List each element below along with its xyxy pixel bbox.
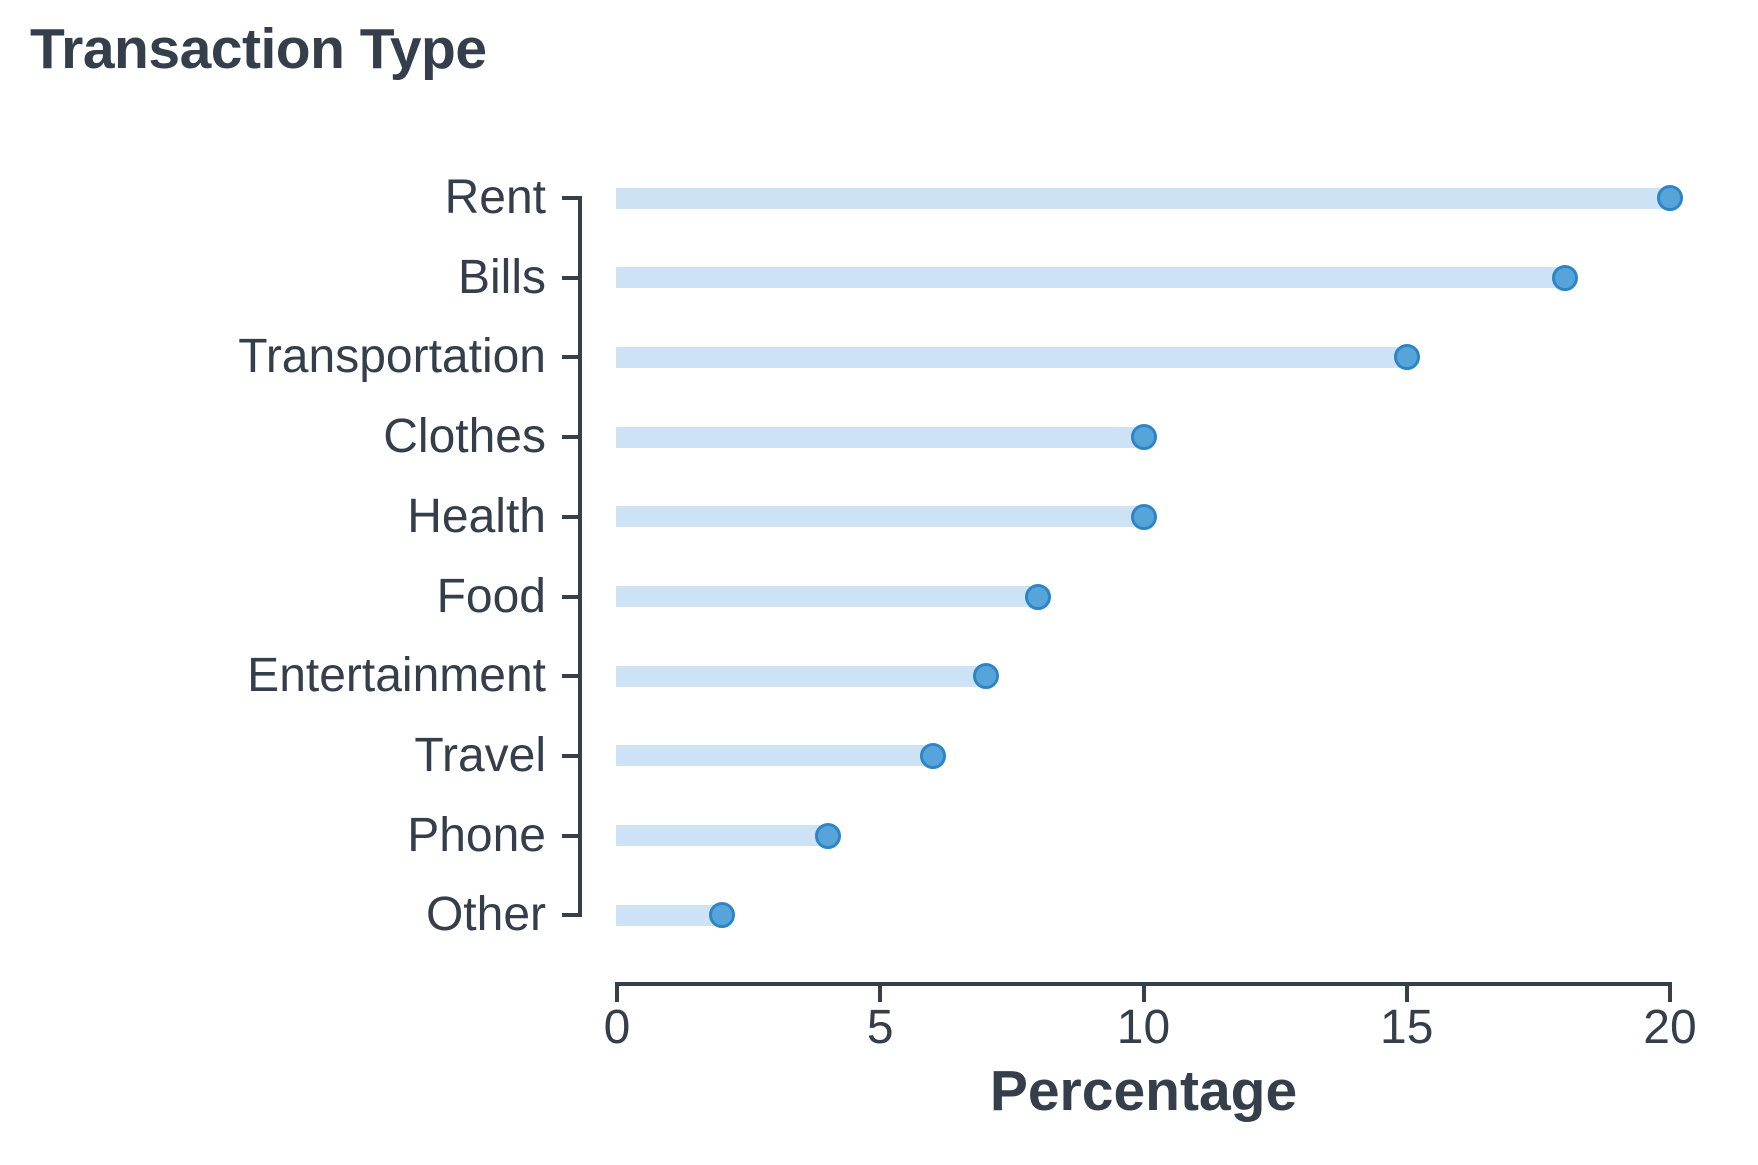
lollipop-dot bbox=[919, 742, 946, 769]
y-tick bbox=[562, 196, 578, 200]
category-label: Clothes bbox=[383, 410, 546, 464]
x-tick bbox=[1404, 986, 1409, 1002]
y-tick bbox=[562, 514, 578, 519]
lollipop-dot bbox=[1025, 583, 1052, 610]
bar bbox=[616, 506, 1144, 528]
lollipop-dot bbox=[1130, 503, 1157, 530]
bar bbox=[616, 346, 1407, 368]
category-label: Food bbox=[436, 569, 546, 623]
bar bbox=[616, 825, 828, 847]
lollipop-dot bbox=[1130, 424, 1157, 451]
x-tick-label: 15 bbox=[1380, 1001, 1434, 1054]
lollipop-dot bbox=[1551, 264, 1578, 291]
bar bbox=[616, 665, 986, 687]
y-tick bbox=[562, 435, 578, 440]
x-tick-label: 10 bbox=[1116, 1001, 1171, 1054]
x-tick bbox=[615, 986, 619, 1002]
bar bbox=[616, 187, 1670, 209]
category-label: Rent bbox=[444, 171, 546, 224]
x-tick bbox=[1141, 986, 1146, 1002]
category-label: Health bbox=[407, 489, 546, 543]
category-label: Bills bbox=[457, 250, 546, 304]
y-axis-line bbox=[578, 196, 582, 918]
category-label: Transportation bbox=[238, 330, 546, 384]
x-tick-label: 20 bbox=[1643, 1001, 1697, 1054]
chart-title: Transaction Type bbox=[30, 17, 487, 81]
x-tick bbox=[1668, 986, 1672, 1002]
x-tick bbox=[878, 986, 883, 1002]
x-tick-label: 0 bbox=[603, 1001, 631, 1054]
bar bbox=[616, 904, 723, 926]
lollipop-dot bbox=[814, 822, 841, 849]
bar bbox=[616, 267, 1565, 289]
lollipop-dot bbox=[1393, 344, 1420, 371]
y-tick bbox=[562, 275, 578, 280]
category-label: Other bbox=[425, 888, 546, 942]
x-tick-label: 5 bbox=[866, 1001, 894, 1054]
y-tick bbox=[562, 594, 578, 599]
y-tick bbox=[562, 913, 578, 918]
category-label: Travel bbox=[414, 728, 546, 782]
bar bbox=[616, 745, 933, 767]
lollipop-dot bbox=[709, 902, 736, 929]
lollipop-dot bbox=[972, 663, 999, 690]
bar bbox=[616, 426, 1144, 448]
bar bbox=[616, 586, 1039, 607]
lollipop-dot bbox=[1657, 185, 1683, 211]
x-axis-line bbox=[615, 982, 1672, 986]
y-tick bbox=[562, 674, 578, 679]
category-label: Entertainment bbox=[247, 649, 546, 703]
y-tick bbox=[562, 833, 578, 838]
y-tick bbox=[562, 753, 578, 758]
y-tick bbox=[562, 355, 578, 360]
category-label: Phone bbox=[407, 808, 546, 862]
x-axis-title: Percentage bbox=[989, 1059, 1298, 1123]
